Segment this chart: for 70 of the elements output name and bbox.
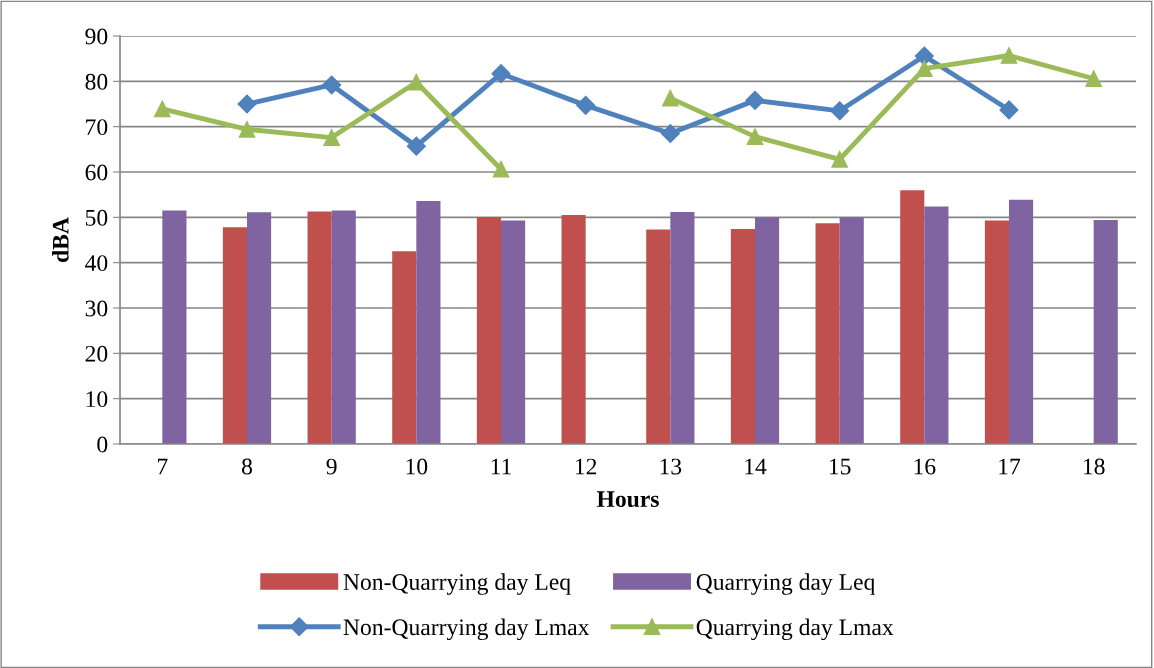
x-tick-label: 12 [575, 458, 597, 475]
point [660, 123, 680, 144]
legend-label: Quarrying day Lmax [696, 618, 894, 641]
point [661, 89, 679, 107]
bar [392, 251, 417, 444]
x-tick-label: 11 [491, 458, 511, 475]
bar [331, 210, 356, 444]
legend-label: Non-Quarrying day Leq [343, 573, 571, 595]
x-tick-label: 17 [999, 458, 1021, 475]
x-tick-label: 14 [745, 458, 767, 475]
bar [476, 216, 501, 444]
y-tick-label: 90 [85, 28, 108, 45]
bar [730, 229, 755, 444]
y-tick-label: 70 [86, 119, 108, 136]
y-tick-label: 0 [97, 436, 108, 453]
y-tick-label: 20 [85, 345, 108, 362]
point [406, 136, 426, 156]
x-tick-label: 18 [1083, 458, 1105, 475]
bar [755, 217, 780, 444]
point [238, 121, 256, 138]
bar [222, 227, 247, 444]
point [1000, 47, 1018, 64]
point [914, 46, 934, 66]
point [407, 73, 425, 91]
point [491, 64, 511, 84]
legend-label: Quarrying day Leq [696, 573, 875, 595]
bar [839, 217, 864, 444]
bar [561, 215, 586, 444]
point [492, 160, 510, 178]
y-tick-label: 30 [85, 300, 108, 317]
bar [501, 220, 526, 444]
y-tick-label: 60 [85, 164, 108, 181]
y-tick-label: 80 [85, 73, 108, 90]
y-tick-label: 10 [86, 391, 108, 408]
bar [162, 210, 187, 444]
point [322, 75, 342, 95]
point [830, 101, 850, 121]
point [745, 90, 765, 110]
bar [984, 220, 1009, 444]
x-tick-label: 9 [326, 458, 337, 475]
x-tick-label: 7 [157, 458, 168, 475]
y-tick-label: 50 [85, 209, 108, 226]
point [576, 95, 596, 115]
bar [247, 212, 272, 444]
legend-label: Non-Quarrying day Lmax [343, 618, 590, 641]
bar [307, 211, 332, 444]
bar [1009, 199, 1034, 444]
bar [1093, 220, 1118, 444]
y-axis-title: dBA [52, 217, 69, 263]
point [1085, 70, 1103, 87]
point [831, 150, 849, 168]
point [153, 100, 171, 118]
x-axis-title: Hours [596, 491, 659, 508]
bar [646, 229, 671, 444]
x-tick-label: 15 [829, 458, 851, 475]
point [237, 94, 257, 114]
bar [416, 201, 441, 444]
x-tick-label: 10 [406, 458, 428, 475]
point [915, 60, 933, 77]
bar [924, 206, 949, 444]
point [746, 128, 764, 145]
bar [670, 211, 695, 444]
bar [815, 223, 840, 444]
x-tick-label: 8 [242, 458, 252, 475]
x-tick-label: 16 [914, 458, 936, 475]
x-tick-label: 13 [660, 458, 682, 475]
bar [900, 190, 925, 444]
point [999, 100, 1019, 120]
y-tick-label: 40 [85, 255, 108, 272]
point [323, 129, 341, 146]
